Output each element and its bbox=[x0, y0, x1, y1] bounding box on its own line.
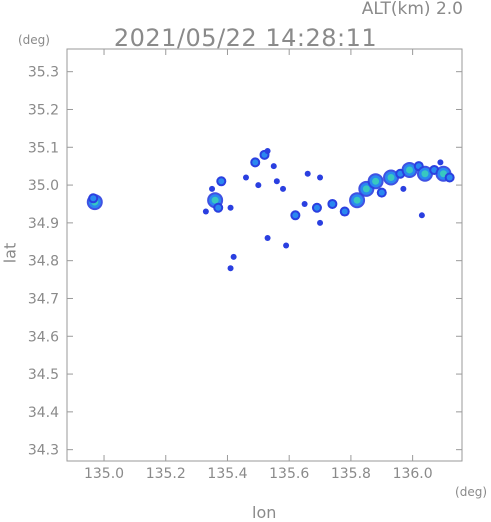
echo-cell-core bbox=[387, 174, 395, 182]
y-tick-label: 35.2 bbox=[28, 102, 59, 118]
echo-cell bbox=[264, 234, 271, 241]
x-axis-label: lon bbox=[252, 503, 277, 522]
y-tick-label: 35.1 bbox=[28, 140, 59, 156]
echo-cell-core bbox=[431, 166, 438, 173]
x-tick-label: 135.0 bbox=[84, 466, 124, 482]
x-tick-label: 135.6 bbox=[269, 466, 309, 482]
x-axis-unit: (deg) bbox=[455, 485, 487, 499]
echo-cell bbox=[400, 185, 407, 192]
echo-cell-core bbox=[372, 177, 380, 185]
plot-frame bbox=[66, 48, 463, 462]
echo-cell bbox=[227, 265, 234, 272]
y-tick-label: 34.8 bbox=[28, 254, 59, 270]
echo-cell bbox=[317, 174, 324, 181]
x-tick-label: 135.4 bbox=[207, 466, 247, 482]
y-tick-label: 34.3 bbox=[28, 443, 59, 459]
y-axis-unit: (deg) bbox=[18, 33, 50, 47]
echo-cell-core bbox=[341, 208, 348, 215]
echo-cell-core bbox=[406, 166, 414, 174]
echo-cell-core bbox=[353, 196, 361, 204]
y-tick-label: 34.6 bbox=[28, 329, 59, 345]
y-tick-label: 34.4 bbox=[28, 405, 59, 421]
y-tick-label: 34.5 bbox=[28, 367, 59, 383]
echo-cell bbox=[227, 204, 234, 211]
echo-cell bbox=[230, 253, 237, 260]
echo-cell-core bbox=[446, 174, 453, 181]
echo-cell bbox=[418, 212, 425, 219]
echo-cell bbox=[301, 200, 308, 207]
y-tick-label: 35.0 bbox=[28, 178, 59, 194]
echo-cell-core bbox=[218, 178, 225, 185]
echo-cell bbox=[209, 185, 216, 192]
echo-cell bbox=[283, 242, 290, 249]
altitude-label: ALT(km) 2.0 bbox=[361, 0, 463, 19]
chart-title: 2021/05/22 14:28:11 bbox=[113, 24, 378, 52]
x-tick-label: 135.8 bbox=[331, 466, 371, 482]
echo-cell-core bbox=[397, 170, 404, 177]
echo-cell bbox=[273, 178, 280, 185]
echo-cell bbox=[280, 185, 287, 192]
echo-cell bbox=[202, 208, 209, 215]
x-tick-label: 135.2 bbox=[146, 466, 186, 482]
echo-cell-core bbox=[329, 200, 336, 207]
echo-cell bbox=[317, 219, 324, 226]
echo-cell bbox=[270, 163, 277, 170]
echo-cell-core bbox=[215, 204, 222, 211]
echo-cell-core bbox=[421, 170, 429, 178]
echo-cell-core bbox=[211, 196, 219, 204]
echo-cell-core bbox=[252, 159, 259, 166]
echo-cell bbox=[242, 174, 249, 181]
echo-cell-core bbox=[90, 195, 97, 202]
echo-cell-core bbox=[313, 204, 320, 211]
echo-cell bbox=[255, 182, 262, 189]
echo-cell-core bbox=[292, 212, 299, 219]
y-tick-label: 34.7 bbox=[28, 291, 59, 307]
echo-cell-core bbox=[362, 185, 370, 193]
echo-cell bbox=[437, 159, 444, 166]
echo-cell bbox=[264, 148, 271, 155]
y-tick-label: 35.3 bbox=[28, 65, 59, 81]
y-tick-label: 34.9 bbox=[28, 216, 59, 232]
echo-cell-core bbox=[378, 189, 385, 196]
echo-cell bbox=[304, 170, 311, 177]
x-tick-label: 136.0 bbox=[393, 466, 433, 482]
